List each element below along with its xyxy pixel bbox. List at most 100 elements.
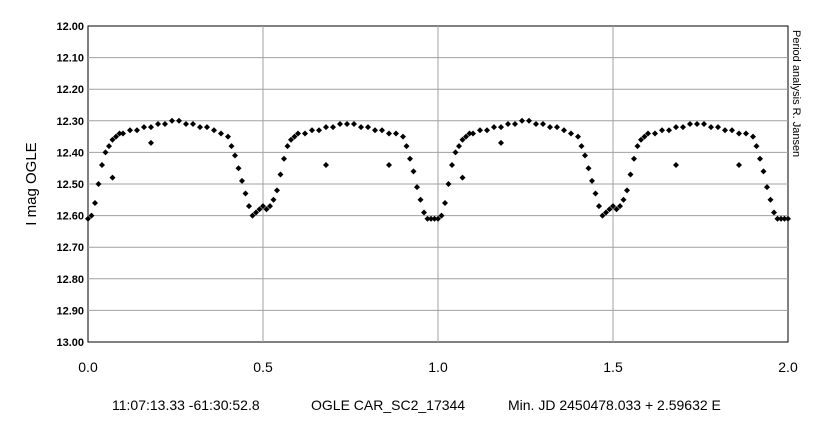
data-point [393, 130, 399, 137]
x-tick-label: 0.0 [78, 359, 98, 375]
y-tick-label: 12.90 [56, 305, 84, 317]
data-point [610, 203, 616, 210]
data-point [218, 130, 224, 137]
data-point [753, 143, 760, 150]
data-point [505, 120, 511, 127]
data-point [673, 162, 679, 169]
data-point [116, 130, 123, 137]
y-tick-label: 12.00 [56, 21, 84, 33]
data-point [295, 130, 301, 137]
data-point [764, 184, 770, 191]
data-point [666, 127, 672, 134]
data-point [120, 130, 126, 137]
data-point [729, 127, 735, 134]
data-point [323, 162, 329, 169]
x-tick-label: 1.0 [428, 359, 448, 375]
data-point [291, 133, 298, 140]
data-point [197, 124, 203, 131]
data-point [113, 133, 119, 140]
x-tick-label: 2.0 [778, 359, 798, 375]
data-point [274, 187, 280, 194]
data-point [617, 203, 623, 210]
data-point [708, 124, 714, 131]
data-point [568, 130, 574, 137]
data-point [634, 143, 641, 150]
data-point [277, 171, 284, 178]
data-point [386, 130, 392, 137]
data-point [452, 149, 459, 156]
data-point [379, 127, 385, 134]
data-point [722, 127, 728, 134]
data-point [232, 152, 238, 159]
data-point [606, 206, 613, 213]
data-point [438, 212, 445, 219]
data-point [95, 181, 102, 187]
data-point [211, 127, 217, 134]
data-point [235, 165, 242, 172]
data-point [302, 130, 308, 137]
data-point [263, 206, 270, 213]
data-point [526, 117, 532, 124]
data-point [316, 127, 322, 134]
data-point [547, 124, 553, 131]
side-note-text: Period analysis R. Jansen [790, 30, 802, 157]
data-point [599, 212, 606, 219]
data-point [386, 162, 392, 169]
data-point [442, 199, 448, 206]
y-axis-label: I mag OGLE [23, 142, 40, 225]
data-point [512, 120, 518, 127]
data-point [400, 133, 406, 140]
grid-lines [88, 26, 788, 342]
data-point [225, 133, 231, 140]
data-point [620, 196, 627, 203]
x-tick-label: 1.5 [603, 359, 623, 375]
data-point [190, 120, 196, 127]
data-point [284, 143, 291, 150]
x-tick-labels: 0.0 0.5 1.0 1.5 2.0 [78, 359, 798, 375]
data-point [680, 124, 686, 131]
data-point [323, 124, 329, 131]
data-point [561, 127, 567, 134]
data-point [470, 130, 476, 137]
data-point [585, 165, 592, 172]
data-point [498, 139, 504, 146]
data-point [155, 120, 161, 127]
data-point [596, 203, 602, 210]
data-point [582, 152, 588, 159]
data-point [463, 133, 469, 140]
y-tick-label: 12.20 [56, 84, 84, 96]
data-point [603, 209, 609, 216]
data-point [249, 212, 256, 219]
data-point [540, 120, 546, 127]
data-point [204, 124, 210, 131]
data-point [641, 133, 648, 140]
y-tick-label: 13.00 [56, 337, 84, 349]
data-point [256, 206, 263, 213]
y-tick-label: 12.10 [56, 53, 84, 65]
footer-coords: 11:07:13.33 -61:30:52.8 [112, 397, 260, 413]
data-point [92, 199, 98, 206]
data-point [554, 124, 560, 131]
data-point [162, 120, 168, 127]
data-point [736, 162, 742, 169]
data-point [410, 168, 417, 175]
footer-star-id: OGLE CAR_SC2_17344 [311, 397, 465, 413]
data-point [757, 155, 763, 162]
data-point [239, 177, 245, 184]
data-point [785, 215, 791, 222]
data-point [592, 190, 599, 197]
data-point [736, 130, 742, 137]
data-point [141, 124, 147, 131]
data-point [652, 130, 658, 137]
data-point [281, 155, 287, 162]
data-point [477, 127, 483, 134]
data-point [627, 171, 634, 178]
data-point [134, 127, 140, 134]
data-point [743, 130, 749, 137]
data-point [687, 120, 693, 127]
data-point [109, 136, 116, 143]
y-tick-label: 12.60 [56, 211, 84, 223]
y-tick-label: 12.50 [56, 179, 84, 191]
data-point [484, 127, 490, 134]
